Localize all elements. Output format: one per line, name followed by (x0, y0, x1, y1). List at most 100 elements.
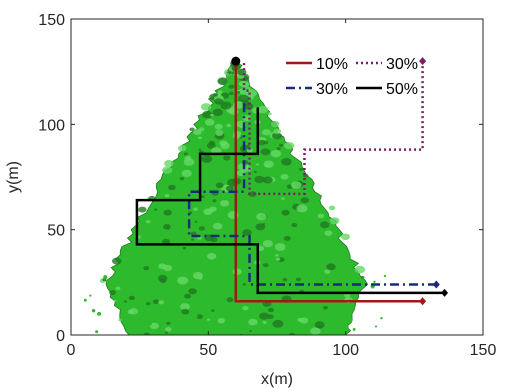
green-speckle (272, 132, 283, 140)
x-tick-label: 0 (67, 342, 76, 359)
green-speckle (232, 268, 242, 275)
green-speckle (143, 266, 150, 271)
green-speckle (295, 277, 302, 282)
green-speckle (217, 77, 228, 86)
legend-label-1: 30% (386, 56, 418, 73)
green-speckle (322, 305, 329, 310)
green-speckle (212, 93, 218, 97)
green-speckle (291, 222, 298, 228)
green-speckle (164, 194, 170, 198)
green-speckle (282, 277, 288, 282)
green-speckle (154, 208, 158, 211)
green-speckle (273, 128, 282, 134)
green-speckle (226, 297, 234, 303)
green-speckle (212, 108, 223, 117)
green-speck-outer (267, 294, 271, 298)
green-speckle (164, 331, 169, 334)
series-end-marker-2 (432, 280, 440, 289)
green-speckle (324, 230, 333, 236)
green-speck-outer (352, 327, 356, 331)
green-speckle (162, 238, 171, 245)
series-end-marker-1 (419, 57, 427, 66)
green-speckle (115, 286, 121, 291)
x-tick-label: 100 (332, 342, 359, 359)
green-speckle (163, 264, 173, 272)
green-speckle (270, 120, 280, 128)
green-speckle (181, 308, 190, 315)
x-tick-label: 50 (199, 342, 217, 359)
green-speckle (226, 123, 232, 128)
green-speckle (262, 140, 269, 145)
green-speck-outer (153, 292, 156, 295)
green-speckle (340, 233, 350, 241)
green-speckle (242, 282, 247, 286)
green-speckle (138, 206, 147, 213)
green-speckle (212, 222, 223, 230)
green-speckle (123, 300, 128, 303)
green-speckle (214, 123, 223, 130)
green-speckle (219, 140, 228, 147)
green-speckle (263, 160, 274, 168)
green-speckle (204, 118, 215, 126)
green-speckle (179, 176, 185, 181)
green-speckle (328, 205, 336, 211)
green-speckle (196, 314, 203, 320)
green-speck-outer (164, 302, 169, 307)
green-speckle (219, 199, 230, 207)
green-speckle (344, 293, 351, 298)
green-speckle (149, 322, 159, 330)
y-tick-label: 0 (56, 328, 65, 345)
green-speckle (225, 72, 230, 76)
green-speckle (184, 293, 191, 299)
green-speck-outer (91, 309, 96, 313)
green-speckle (262, 263, 269, 268)
green-speckle (207, 252, 217, 260)
green-speckle (198, 226, 205, 231)
green-speckle (254, 175, 265, 184)
green-speck-outer (103, 275, 108, 280)
series-line-0 (234, 61, 423, 303)
series-end-marker-3 (441, 288, 449, 297)
green-speck-outer (374, 325, 378, 328)
green-speckle (217, 90, 223, 94)
green-speck-outer (321, 310, 325, 315)
green-speckle (283, 235, 291, 241)
green-speckle (255, 163, 260, 166)
green-speckle (182, 246, 187, 250)
green-speck-outer (322, 286, 326, 290)
green-speck-outer (289, 279, 295, 284)
green-speckle (288, 332, 296, 335)
legend-label-3: 50% (386, 81, 418, 98)
green-speckle (168, 184, 176, 191)
green-speckle (324, 269, 331, 274)
green-speckle (310, 327, 321, 335)
green-speckle (179, 303, 190, 311)
green-speckle (276, 147, 281, 151)
legend: 10% 30% 30% 50% (286, 56, 418, 98)
green-speckle (217, 317, 226, 324)
green-speckle (320, 221, 330, 229)
green-speckle (360, 275, 365, 279)
green-speckle (245, 89, 258, 98)
green-speck-outer (220, 279, 224, 283)
green-speckle (166, 321, 171, 325)
green-speckle (223, 155, 231, 161)
green-speckle (243, 102, 254, 110)
green-speckle (212, 199, 217, 203)
green-speckle (193, 207, 199, 211)
green-speckle (238, 94, 250, 103)
green-speckle (220, 101, 232, 110)
green-speckle (284, 141, 295, 150)
green-speckle (211, 309, 215, 312)
axis-ticks: 0 50 100 150 0 50 100 150 (38, 12, 496, 359)
green-speckle (203, 208, 213, 215)
green-speckle (127, 309, 135, 315)
series-line-3 (135, 107, 445, 295)
series-layer (135, 56, 449, 306)
green-speckle (259, 312, 270, 320)
green-speckle (317, 213, 325, 219)
green-speckle (215, 182, 224, 189)
green-speckle (192, 272, 203, 280)
green-speckle (275, 257, 281, 261)
